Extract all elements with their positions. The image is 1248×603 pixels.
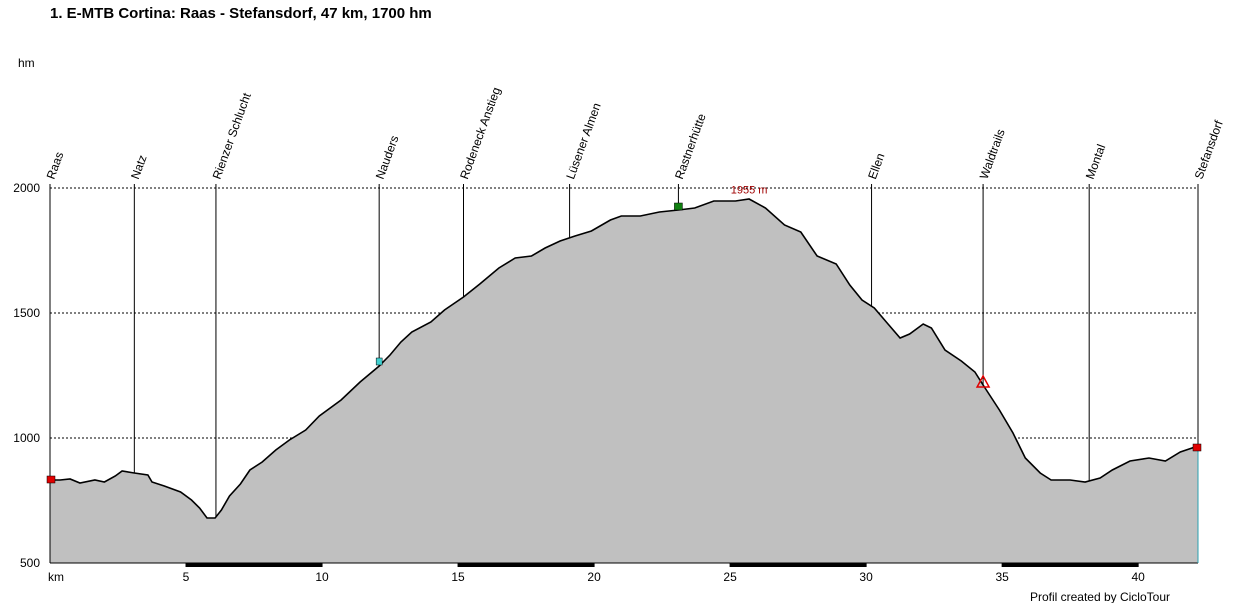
y-tick-label: 1000: [13, 431, 40, 445]
x-tick-label: 25: [723, 570, 737, 584]
scale-bar: [458, 563, 595, 567]
chart-title: 1. E-MTB Cortina: Raas - Stefansdorf, 47…: [50, 5, 432, 22]
footer: Profil created by CicloTour: [1030, 590, 1170, 603]
waypoint-label: Lüsener Almen: [563, 101, 604, 181]
y-tick-label: 1500: [13, 306, 40, 320]
waypoint-marker: [1192, 443, 1202, 452]
waypoint-label: Rastnerhütte: [672, 111, 709, 181]
waypoint-marker: [975, 374, 991, 388]
profile-line: [50, 198, 1199, 519]
waypoint-label: Stefansdorf: [1192, 118, 1226, 181]
x-tick-label: 20: [587, 570, 601, 584]
scale-bar: [730, 563, 867, 567]
waypoint-label: Rienzer Schlucht: [210, 90, 254, 181]
x-tick-label: 10: [315, 570, 329, 584]
x-tick-label: 30: [859, 570, 873, 584]
waypoint-label: Waldtrails: [977, 127, 1008, 181]
waypoint-label: Nauders: [373, 134, 402, 181]
waypoint-label: Montal: [1083, 142, 1108, 181]
x-axis-label: km: [48, 570, 64, 584]
x-tick-label: 15: [451, 570, 465, 584]
waypoint-label: Ellen: [865, 151, 887, 181]
waypoint-marker: [375, 357, 383, 366]
max-label: 1955 m: [731, 184, 768, 196]
scale-bar: [186, 563, 323, 567]
y-axis-label: hm: [18, 56, 35, 70]
waypoint-label: Rodeneck Anstieg: [457, 85, 503, 181]
x-tick-label: 5: [183, 570, 190, 584]
y-tick-label: 2000: [13, 181, 40, 195]
waypoint-label: Natz: [128, 153, 150, 181]
scale-bar: [1002, 563, 1139, 567]
profile-area: [50, 199, 1198, 563]
waypoint-marker: [674, 202, 683, 211]
waypoint-marker: [46, 475, 56, 484]
y-tick-label: 500: [20, 556, 40, 570]
x-tick-label: 35: [995, 570, 1009, 584]
x-tick-label: 40: [1131, 570, 1145, 584]
waypoint-label: Raas: [44, 150, 67, 181]
